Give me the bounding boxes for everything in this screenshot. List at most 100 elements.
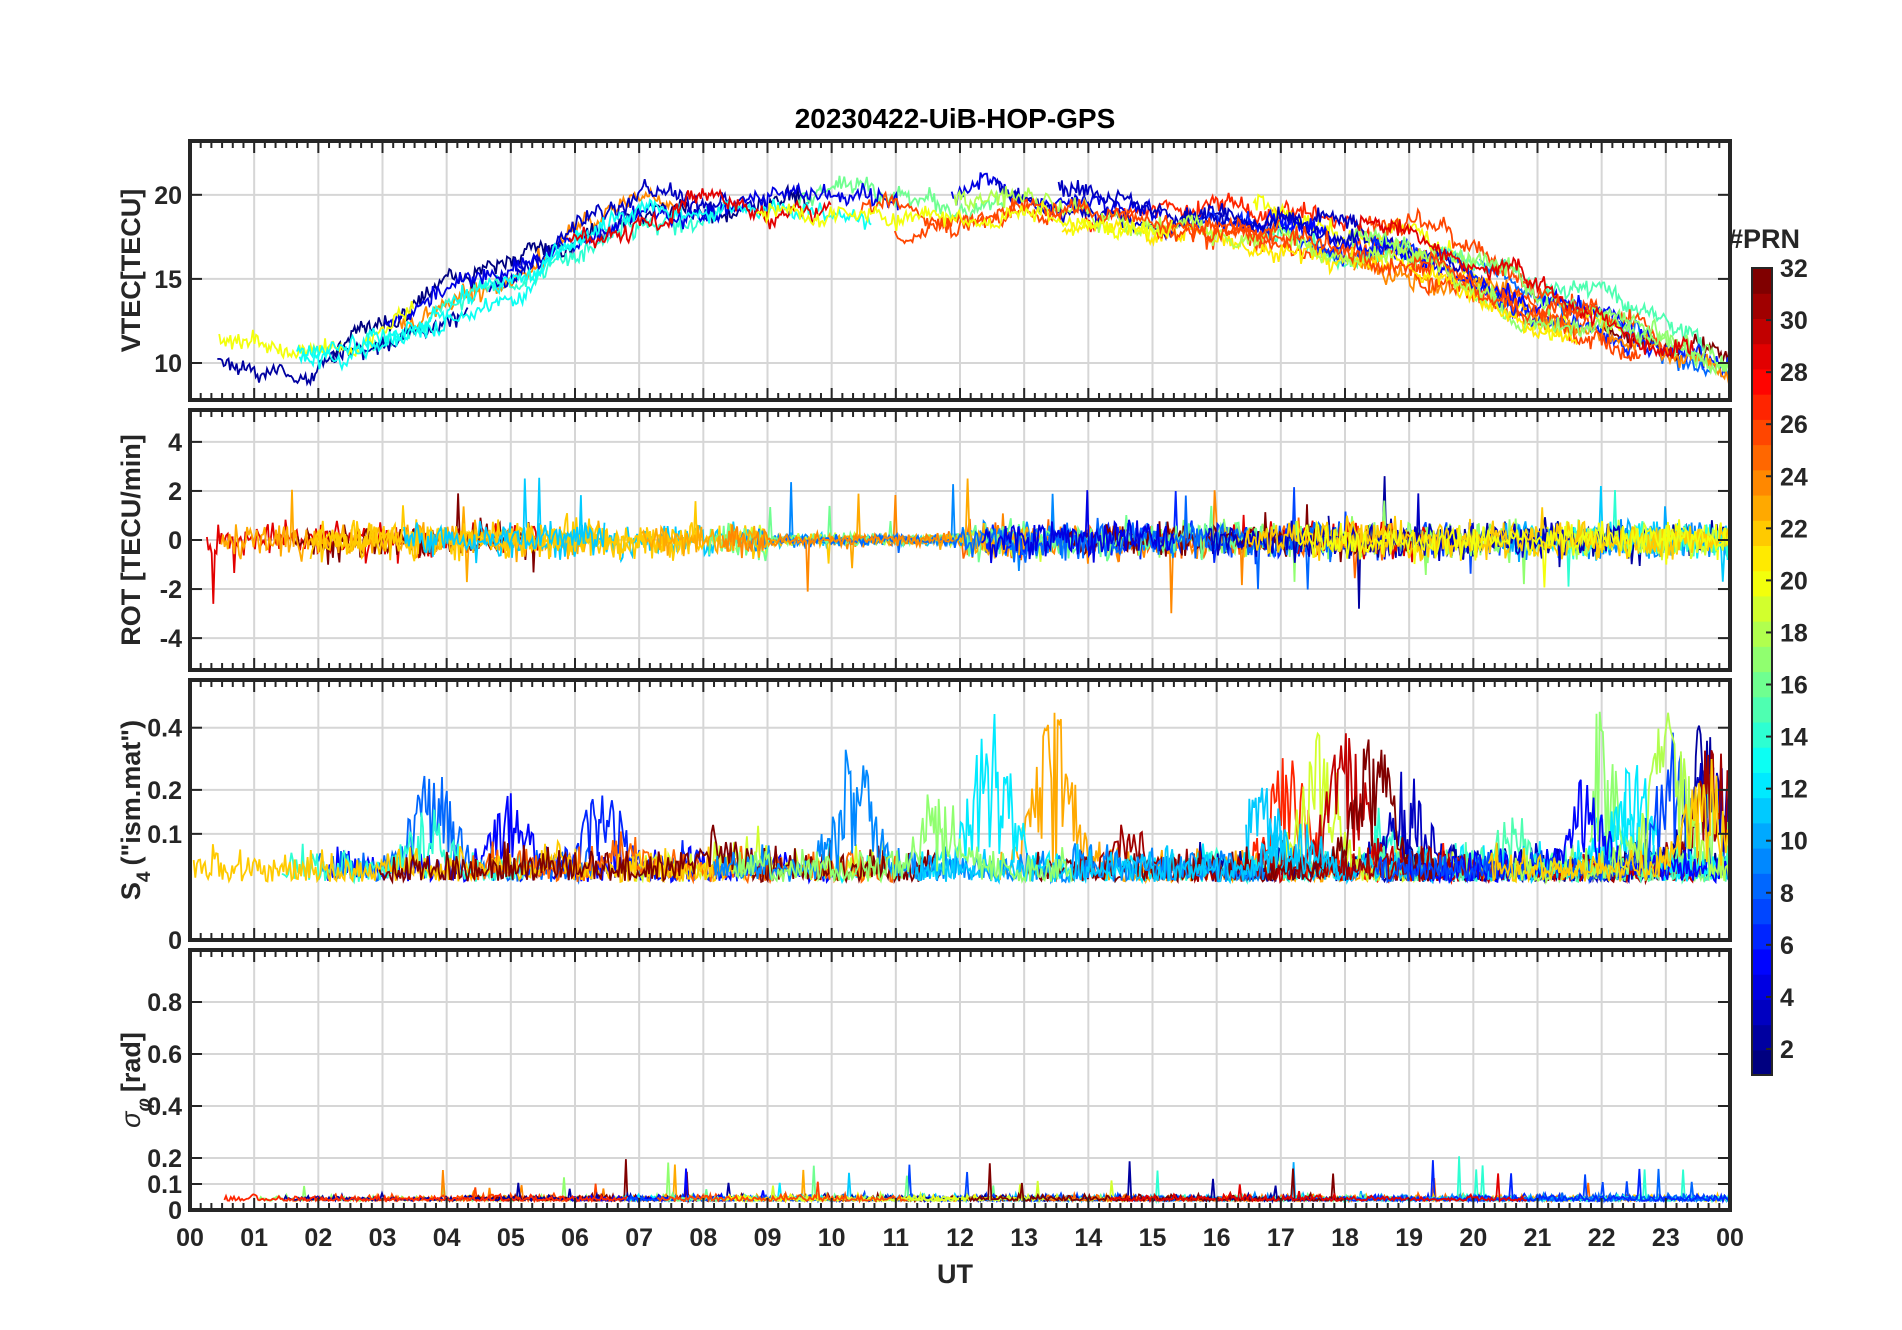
y-axis-label: VTEC[TECU] xyxy=(116,189,146,353)
x-tick-label: 17 xyxy=(1267,1224,1295,1252)
prn-trace xyxy=(1408,263,1642,362)
y-axis-label: S4 ("ism.mat") xyxy=(116,720,155,900)
prn-trace xyxy=(732,794,1073,884)
colorbar-band xyxy=(1752,444,1772,471)
prn-trace xyxy=(914,823,1343,885)
y-tick-label: 20 xyxy=(154,182,182,210)
prn-trace xyxy=(1026,739,1439,885)
colorbar-band xyxy=(1752,772,1772,799)
x-tick-label: 00 xyxy=(176,1224,204,1252)
x-tick-label: 11 xyxy=(883,1224,910,1252)
y-tick-label: 0.4 xyxy=(147,1093,182,1121)
prn-trace xyxy=(656,1181,908,1204)
colorbar-tick-label: 4 xyxy=(1780,984,1794,1012)
colorbar-band xyxy=(1752,898,1772,925)
colorbar-band xyxy=(1752,747,1772,773)
y-tick-label: 2 xyxy=(168,478,182,506)
panel-grid xyxy=(190,141,1730,400)
panel-ticks xyxy=(189,410,1731,670)
x-tick-label: 14 xyxy=(1074,1224,1102,1252)
y-tick-label: 0.8 xyxy=(147,989,182,1017)
y-axis-label-main: S xyxy=(116,882,146,900)
colorbar-tick-label: 30 xyxy=(1780,307,1808,335)
prn-trace xyxy=(796,175,1006,225)
colorbar-tick-label: 10 xyxy=(1780,828,1808,856)
prn-trace xyxy=(1375,732,1690,885)
prn-trace xyxy=(298,230,591,365)
panel-s4: 0 0.1 0.2 0.4 S4 ("ism.mat") xyxy=(116,678,1732,955)
panel-traces xyxy=(206,476,1730,614)
colorbar-tick-label: 6 xyxy=(1780,932,1794,960)
panel-sigphi: 00.10.2 0.4 0.6 0.8 σφ [rad] 00 01 02 03 04 05 06 07 0… xyxy=(116,948,1744,1252)
colorbar-tick-label: 26 xyxy=(1780,411,1808,439)
colorbar-band xyxy=(1752,696,1772,723)
colorbar-band xyxy=(1752,621,1772,647)
panel-traces xyxy=(223,1156,1730,1205)
colorbar-band xyxy=(1752,873,1772,900)
colorbar-band xyxy=(1752,343,1772,370)
colorbar-title: #PRN xyxy=(1728,224,1800,254)
y-tick-label: 10 xyxy=(154,350,182,378)
prn-trace xyxy=(281,809,538,885)
colorbar-band xyxy=(1752,923,1772,950)
panel-rot: -4 -2 0 2 4 ROT [TECU/min] xyxy=(116,408,1732,672)
x-tick-label: 12 xyxy=(946,1224,974,1252)
panel-traces xyxy=(192,711,1730,886)
prn-trace xyxy=(713,749,1266,885)
x-axis-label: UT xyxy=(937,1259,973,1289)
colorbar-band xyxy=(1752,1049,1772,1076)
colorbar-band xyxy=(1752,520,1772,547)
x-tick-label: 15 xyxy=(1139,1224,1167,1252)
prn-trace xyxy=(1109,1173,1527,1204)
colorbar-band xyxy=(1752,721,1772,748)
colorbar-frame xyxy=(1751,267,1773,1076)
colorbar-tick-label: 18 xyxy=(1780,619,1808,647)
panel-traces xyxy=(217,172,1730,387)
y-tick-label: 0 xyxy=(168,927,182,955)
x-tick-label: 01 xyxy=(240,1224,268,1252)
prn-trace xyxy=(1487,758,1730,884)
chart-title: 20230422-UiB-HOP-GPS xyxy=(795,103,1116,134)
y-tick-label: 15 xyxy=(154,266,182,294)
colorbar-tick-label: 20 xyxy=(1780,567,1808,595)
y-axis-label: ROT [TECU/min] xyxy=(116,434,146,645)
prn-trace xyxy=(1061,216,1578,345)
colorbar-tick-label: 12 xyxy=(1780,776,1808,804)
colorbar-tick-label: 24 xyxy=(1780,463,1808,491)
prn-trace xyxy=(383,182,899,327)
panel-ticks xyxy=(189,141,1731,400)
x-tick-label: 07 xyxy=(625,1224,653,1252)
prn-trace xyxy=(488,178,757,293)
y-tick-label: 0.6 xyxy=(147,1041,182,1069)
y-tick-label: 0.2 xyxy=(147,777,182,805)
x-tick-label: 13 xyxy=(1010,1224,1038,1252)
x-tick-label: 00 xyxy=(1716,1224,1744,1252)
colorbar-band xyxy=(1752,268,1772,294)
x-tick-label: 23 xyxy=(1652,1224,1680,1252)
colorbar-band xyxy=(1752,595,1772,622)
colorbar-band xyxy=(1752,494,1772,521)
colorbar-band xyxy=(1752,646,1772,673)
y-axis-label: σφ [rad] xyxy=(116,1032,155,1128)
x-tick-label: 06 xyxy=(561,1224,589,1252)
prn-trace xyxy=(1156,216,1597,324)
colorbar-band xyxy=(1752,797,1772,824)
prn-trace xyxy=(953,186,1498,301)
colorbar-tick-label: 22 xyxy=(1780,515,1808,543)
prn-trace xyxy=(721,524,955,592)
colorbar-band xyxy=(1752,419,1772,446)
prn-trace xyxy=(1296,519,1730,588)
colorbar-band xyxy=(1752,469,1772,496)
y-tick-label: -4 xyxy=(160,625,182,653)
y-tick-label: 0.1 xyxy=(147,821,182,849)
prn-trace xyxy=(641,478,1037,569)
y-tick-label: 0 xyxy=(168,1197,182,1225)
x-tick-label: 19 xyxy=(1395,1224,1423,1252)
x-tick-label: 20 xyxy=(1459,1224,1487,1252)
colorbar-tick-label: 28 xyxy=(1780,359,1808,387)
prn-trace xyxy=(223,1192,628,1203)
colorbar-band xyxy=(1752,394,1772,420)
y-tick-label: 4 xyxy=(168,429,182,457)
x-tick-label: 22 xyxy=(1588,1224,1616,1252)
